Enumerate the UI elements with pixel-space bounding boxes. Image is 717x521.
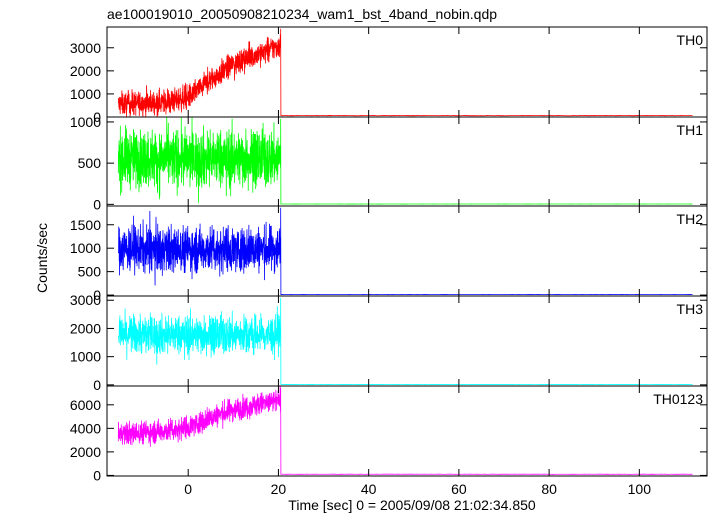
panel-th2: 0 500 1000 1500 TH2 [70, 205, 708, 303]
panel-th1: 0 500 1000 TH1 [70, 114, 708, 212]
panel-label-th1: TH1 [677, 122, 704, 138]
y-tick-label: 6000 [70, 397, 101, 413]
series-line-th0123 [117, 386, 693, 475]
panel-label-th0: TH0 [677, 32, 704, 48]
panel-frame [106, 26, 708, 118]
panel-th3: 0 1000 2000 3000 TH3 [70, 292, 708, 393]
y-tick-label: 4000 [70, 420, 101, 436]
y-tick-label: 1000 [70, 114, 101, 130]
series-line-th1 [117, 117, 693, 205]
x-tick-label: 100 [628, 481, 652, 497]
y-tick-label: 2000 [70, 63, 101, 79]
x-axis: 0 20 40 60 80 100 [184, 481, 651, 497]
y-tick-label: 0 [93, 196, 101, 212]
y-tick-label: 2000 [70, 444, 101, 460]
x-tick-label: 40 [361, 481, 377, 497]
y-axis-label: Counts/sec [34, 223, 50, 293]
y-tick-label: 3000 [70, 40, 101, 56]
x-tick-label: 20 [271, 481, 287, 497]
panel-label-th0123: TH0123 [653, 391, 703, 407]
y-tick-label: 1000 [70, 349, 101, 365]
y-tick-label: 0 [93, 287, 101, 303]
y-tick-label: 500 [78, 264, 102, 280]
y-tick-label: 2000 [70, 320, 101, 336]
series-line-th3 [117, 297, 693, 385]
y-tick-label: 3000 [70, 292, 101, 308]
y-tick-label: 1000 [70, 240, 101, 256]
panel-th0: 0 1000 2000 3000 TH0 [70, 26, 708, 125]
y-tick-label: 500 [78, 155, 102, 171]
x-tick-label: 0 [184, 481, 192, 497]
chart-title: ae100019010_20050908210234_wam1_bst_4ban… [107, 6, 497, 22]
panel-label-th2: TH2 [677, 211, 704, 227]
series-line-th0 [117, 28, 693, 117]
x-tick-label: 60 [451, 481, 467, 497]
panel-th0123: 0 2000 4000 6000 TH0123 [70, 385, 708, 483]
y-tick-label: 1000 [70, 86, 101, 102]
panel-label-th3: TH3 [677, 301, 704, 317]
x-tick-label: 80 [541, 481, 557, 497]
series-line-th2 [117, 207, 693, 296]
y-tick-label: 0 [93, 109, 101, 125]
y-tick-label: 0 [93, 377, 101, 393]
panel-frame [106, 385, 708, 477]
x-axis-label: Time [sec] 0 = 2005/09/08 21:02:34.850 [288, 497, 536, 513]
y-tick-label: 1500 [70, 217, 101, 233]
y-tick-label: 0 [93, 467, 101, 483]
